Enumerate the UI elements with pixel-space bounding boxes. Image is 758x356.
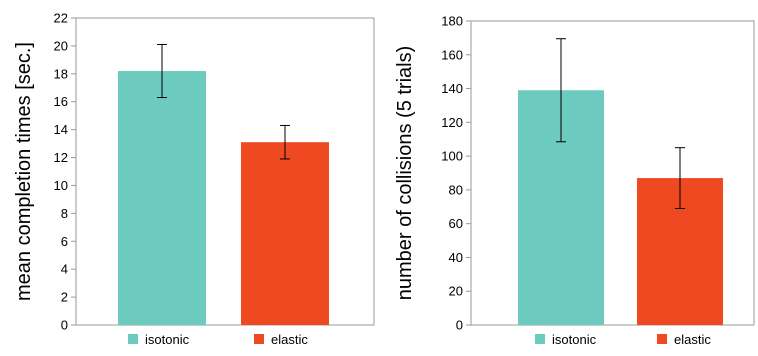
y-axis-label: mean completion times [sec.] xyxy=(13,42,35,301)
y-tick-label: 10 xyxy=(54,178,68,193)
legend-label-isotonic: isotonic xyxy=(145,332,190,347)
collisions-chart-svg: 0 20 40 60 80 100 120 140 160 180 number of collis… xyxy=(394,14,755,347)
legend-swatch-isotonic xyxy=(128,334,138,344)
y-tick-label: 16 xyxy=(54,94,68,109)
collisions-chart: 0 20 40 60 80 100 120 140 160 180 number of collis… xyxy=(379,0,758,356)
y-tick-label: 60 xyxy=(449,216,463,231)
y-tick-label: 2 xyxy=(61,290,68,305)
plot-area-frame xyxy=(470,20,755,326)
legend-label-isotonic: isotonic xyxy=(552,332,597,347)
legend-label-elastic: elastic xyxy=(674,332,711,347)
y-tick-label: 6 xyxy=(61,234,68,249)
bar-elastic xyxy=(241,142,329,325)
bar-isotonic xyxy=(118,71,206,325)
y-tick-label: 14 xyxy=(54,122,68,137)
legend-label-elastic: elastic xyxy=(271,332,308,347)
y-tick-label: 40 xyxy=(449,250,463,265)
plot-area-frame xyxy=(75,17,375,326)
y-tick-label: 20 xyxy=(449,284,463,299)
y-tick-label: 20 xyxy=(54,38,68,53)
y-tick-label: 140 xyxy=(441,81,463,96)
y-tick-label: 0 xyxy=(456,318,463,333)
y-tick-label: 100 xyxy=(441,149,463,164)
y-tick-label: 22 xyxy=(54,11,68,26)
y-axis-label: number of collisions (5 trials) xyxy=(394,46,416,301)
y-tick-label: 160 xyxy=(441,47,463,62)
y-tick-label: 18 xyxy=(54,66,68,81)
legend-swatch-elastic xyxy=(254,334,264,344)
y-tick-label: 12 xyxy=(54,150,68,165)
completion-time-chart-svg: 0 2 4 6 8 10 12 14 16 18 20 22 mean completion times… xyxy=(13,11,375,347)
y-tick-label: 8 xyxy=(61,206,68,221)
y-tick-label: 4 xyxy=(61,262,68,277)
legend-swatch-isotonic xyxy=(535,334,545,344)
legend-swatch-elastic xyxy=(657,334,667,344)
y-tick-label: 80 xyxy=(449,182,463,197)
y-tick-label: 180 xyxy=(441,14,463,29)
completion-time-chart: 0 2 4 6 8 10 12 14 16 18 20 22 mean completion times… xyxy=(13,11,375,347)
y-tick-label: 120 xyxy=(441,115,463,130)
y-tick-label: 0 xyxy=(61,318,68,333)
